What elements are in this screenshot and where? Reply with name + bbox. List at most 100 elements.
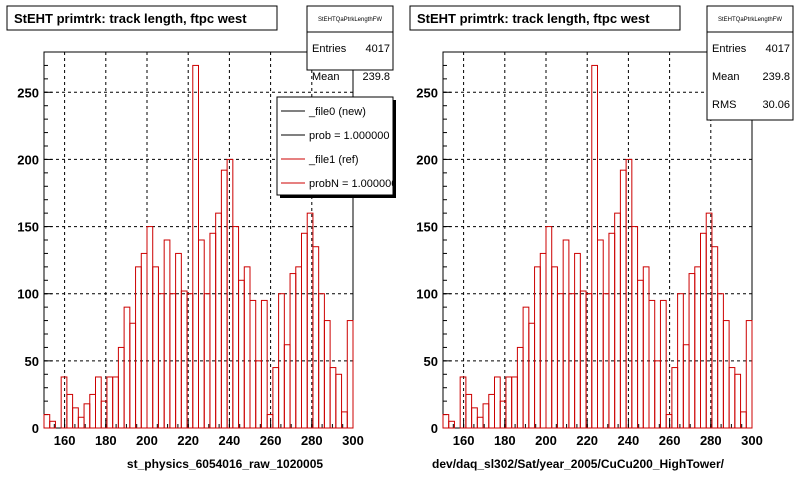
histogram-bar xyxy=(614,212,621,429)
x-tick-label: 220 xyxy=(177,433,199,448)
x-tick-label: 160 xyxy=(453,433,475,448)
histogram-bar xyxy=(255,360,262,429)
legend-box xyxy=(276,96,394,196)
histogram-bar xyxy=(220,169,228,429)
histogram-bar xyxy=(494,376,501,429)
histogram-bar xyxy=(295,266,302,429)
histogram-bar xyxy=(637,279,644,429)
stats-label: RMS xyxy=(712,99,736,111)
y-tick-label: 100 xyxy=(17,287,39,302)
histogram-bar xyxy=(516,346,524,429)
histogram-bar xyxy=(243,266,251,429)
stats-value: 239.8 xyxy=(762,71,790,83)
histogram-bar xyxy=(665,414,673,429)
histogram-bar xyxy=(95,376,102,429)
histogram-bar xyxy=(459,376,467,429)
x-axis-label: dev/daq_sl302/Sat/year_2005/CuCu200_High… xyxy=(432,457,725,471)
histogram-bar xyxy=(180,290,188,429)
y-tick-label: 100 xyxy=(416,287,438,302)
histogram-bar xyxy=(60,376,68,429)
histogram-bar xyxy=(608,232,616,429)
x-tick-label: 160 xyxy=(54,433,76,448)
chart-title: StEHT primtrk: track length, ftpc west xyxy=(14,11,247,26)
x-tick-label: 180 xyxy=(95,433,117,448)
legend-label: prob = 1.000000 xyxy=(309,130,389,142)
histogram-bar xyxy=(77,416,85,429)
histogram-bar xyxy=(631,226,639,429)
title-box xyxy=(409,5,681,31)
legend: _file0 (new) prob = 1.000000 _file1 (ref) p… xyxy=(276,96,396,198)
histogram-bar xyxy=(728,367,736,429)
x-tick-label: 220 xyxy=(576,433,598,448)
histogram-bar xyxy=(140,252,148,429)
x-tick-label: 300 xyxy=(342,433,364,448)
histogram-bar xyxy=(72,407,79,429)
y-tick-label: 150 xyxy=(416,220,438,235)
stats-box xyxy=(706,5,794,121)
histogram-bar xyxy=(106,376,114,429)
histogram-bar xyxy=(260,299,268,429)
histogram-bar xyxy=(163,239,171,429)
histogram-bar xyxy=(694,266,701,429)
histogram-bar xyxy=(534,266,541,429)
histogram-bar xyxy=(488,393,495,429)
histogram-bar xyxy=(129,322,137,429)
histogram-bar xyxy=(112,376,119,429)
histogram-bar xyxy=(654,360,661,429)
histogram-bar xyxy=(43,414,51,429)
x-tick-label: 180 xyxy=(494,433,516,448)
y-tick-label: 0 xyxy=(32,421,39,436)
histogram-bar xyxy=(175,252,182,429)
histogram-bar xyxy=(123,306,131,429)
histogram-bar xyxy=(619,169,627,429)
histogram-bar xyxy=(642,266,650,429)
histogram-bar xyxy=(146,226,154,429)
histogram-bar xyxy=(329,367,337,429)
histogram-bar xyxy=(562,239,570,429)
legend-label: _file0 (new) xyxy=(308,106,366,118)
histogram-bar xyxy=(476,416,484,429)
histogram-bar xyxy=(522,306,530,429)
histogram-bar xyxy=(465,393,473,429)
histogram-bar xyxy=(448,420,455,429)
y-tick-label: 0 xyxy=(431,421,438,436)
histogram-bar xyxy=(198,239,205,429)
x-tick-label: 200 xyxy=(535,433,557,448)
histogram-bar xyxy=(266,414,274,429)
stats-value: 4017 xyxy=(366,43,390,55)
histogram-bar xyxy=(745,320,753,429)
x-tick-label: 260 xyxy=(260,433,282,448)
stats-value: 4017 xyxy=(766,43,790,55)
histogram-bar xyxy=(346,320,354,429)
histogram-bar xyxy=(335,373,343,429)
stats-title: StEHTQaPtrkLengthFW xyxy=(318,17,382,23)
histogram-panel-right: 160 180 200 220 240 260 280 300 0 50 100 150 200 250 S… xyxy=(409,5,794,471)
histogram-bar xyxy=(442,414,450,429)
legend-entries: _file0 (new) prob = 1.000000 _file1 (ref) p… xyxy=(281,106,393,190)
histogram-bar xyxy=(700,232,707,429)
histogram-bar xyxy=(283,344,291,429)
histogram-bar xyxy=(688,273,696,429)
histogram-bar xyxy=(511,376,518,429)
y-tick-label: 250 xyxy=(416,85,438,100)
y-tick-label: 200 xyxy=(416,152,438,167)
x-tick-label: 300 xyxy=(741,433,763,448)
y-tick-label: 50 xyxy=(424,354,438,369)
histogram-bar xyxy=(671,367,679,429)
histogram-bar xyxy=(597,239,604,429)
y-tick-label: 250 xyxy=(17,85,39,100)
histogram-bar xyxy=(648,299,656,429)
histogram-bar xyxy=(89,393,97,429)
title-box xyxy=(6,5,278,31)
histogram-bar xyxy=(209,232,217,429)
x-tick-label: 260 xyxy=(659,433,681,448)
stats-label: Mean xyxy=(312,71,340,83)
y-tick-label: 200 xyxy=(17,152,39,167)
histogram-bar xyxy=(539,252,547,429)
histogram-bar xyxy=(289,273,297,429)
histogram-bar xyxy=(312,246,320,429)
histogram-bar xyxy=(323,320,331,429)
histogram-bar xyxy=(545,226,553,429)
stats-value: 239.8 xyxy=(362,71,390,83)
